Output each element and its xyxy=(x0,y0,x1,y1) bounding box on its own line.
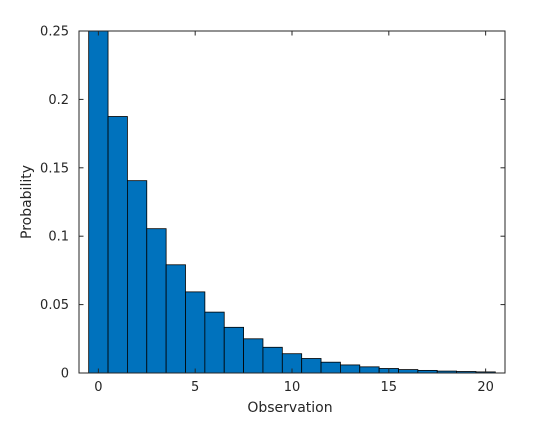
y-tick-label-0: 0 xyxy=(61,367,69,382)
histogram-bar-1 xyxy=(107,116,128,374)
bars-layer xyxy=(88,30,496,374)
histogram-bar-12 xyxy=(320,361,341,374)
histogram-bar-3 xyxy=(146,228,167,374)
y-tick-label-0.1: 0.1 xyxy=(48,230,69,245)
histogram-bar-5 xyxy=(185,291,206,374)
y-tick-label-0.25: 0.25 xyxy=(40,25,69,40)
histogram-bar-2 xyxy=(127,180,148,374)
histogram-bar-4 xyxy=(165,264,186,374)
histogram-bar-11 xyxy=(301,358,322,374)
ticks-layer: 0 5 10 15 20 0 0.05 0.1 0.15 0.2 0.25 xyxy=(40,25,505,395)
x-tick-label-20: 20 xyxy=(477,380,494,395)
y-tick-label-0.15: 0.15 xyxy=(40,161,69,176)
histogram-bar-7 xyxy=(223,326,244,374)
x-tick-label-5: 5 xyxy=(191,380,199,395)
x-axis-label: Observation xyxy=(247,400,332,416)
histogram-bar-14 xyxy=(359,366,380,374)
x-tick-label-0: 0 xyxy=(94,380,102,395)
y-axis-label: Probability xyxy=(19,165,35,239)
histogram-bar-16 xyxy=(398,369,419,374)
histogram-bar-13 xyxy=(340,364,361,374)
histogram-bar-9 xyxy=(262,346,283,374)
y-tick-label-0.05: 0.05 xyxy=(40,298,69,313)
y-tick-label-0.2: 0.2 xyxy=(48,93,69,108)
histogram-bar-0 xyxy=(88,30,109,374)
histogram-bar-6 xyxy=(204,311,225,374)
histogram-bar-8 xyxy=(243,338,264,374)
x-tick-label-15: 15 xyxy=(381,380,398,395)
x-tick-label-10: 10 xyxy=(284,380,301,395)
